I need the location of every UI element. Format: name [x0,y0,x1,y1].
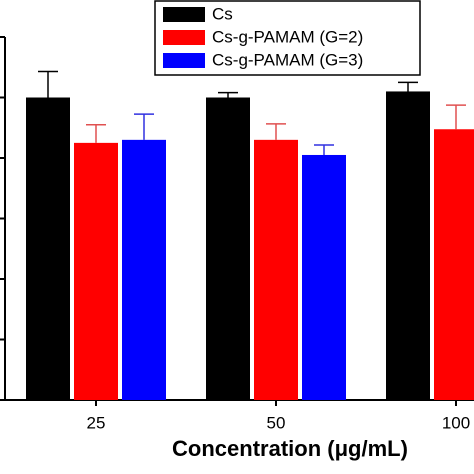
bar [74,142,118,400]
error-bar [446,104,466,130]
error-bar [38,70,58,98]
error-bar [314,144,334,155]
bar [122,139,166,400]
error-bar [218,91,238,98]
bar [386,91,430,400]
bar [26,97,70,400]
bar [434,129,474,400]
bar [206,97,250,400]
bar [302,154,346,400]
legend-label: Cs [212,4,233,23]
bar [254,139,298,400]
x-axis-title: Concentration (μg/mL) [172,436,408,461]
x-tick-label: 50 [267,413,286,432]
x-tick-label: 100 [442,413,470,432]
error-bar [86,123,106,143]
legend-label: Cs-g-PAMAM (G=3) [212,50,363,69]
x-tick-label: 25 [87,413,106,432]
legend-label: Cs-g-PAMAM (G=2) [212,27,363,46]
legend-swatch [163,7,205,22]
legend-swatch [163,53,205,68]
error-bar [398,81,418,92]
legend-swatch [163,30,205,45]
error-bar [266,123,286,140]
error-bar [134,113,154,140]
